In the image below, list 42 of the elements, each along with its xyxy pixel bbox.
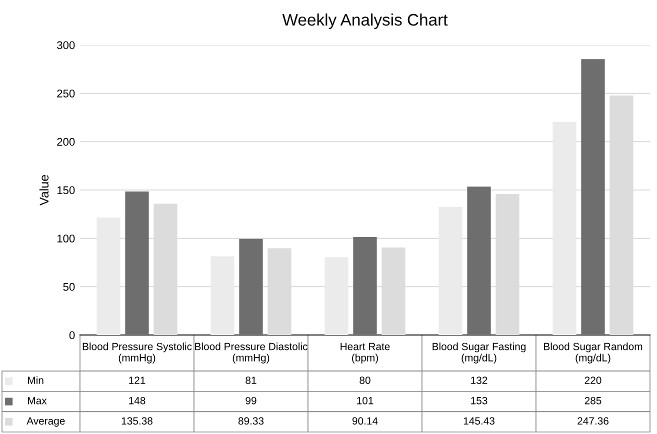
data-label: 148	[129, 396, 146, 404]
data-label: 121	[129, 376, 146, 384]
data-label: 80	[360, 376, 370, 384]
data-label: 101	[357, 396, 374, 404]
legend-label: Max	[28, 397, 47, 404]
y-tick-label: 0	[69, 331, 75, 340]
data-label: 132	[471, 376, 488, 384]
y-tick-label: 50	[63, 282, 75, 291]
y-tick-label: 150	[57, 186, 75, 194]
data-label: 153	[471, 396, 488, 404]
bar	[125, 192, 149, 335]
chart-title: Weekly Analysis Chart	[282, 13, 448, 30]
data-label: 81	[246, 376, 256, 384]
data-label: 145.43	[464, 417, 494, 425]
bar	[353, 236, 377, 335]
x-tick-label: Blood Sugar Random (mg/dL)	[544, 342, 642, 364]
legend-label: Min	[28, 376, 44, 384]
data-label: 135.38	[122, 417, 152, 425]
data-label: 285	[584, 396, 602, 404]
y-tick-label: 100	[57, 234, 75, 242]
data-label: 90.14	[352, 417, 378, 425]
y-tick-label: 300	[57, 41, 75, 50]
data-label: 220	[584, 376, 602, 384]
bar	[438, 206, 462, 335]
bar	[239, 238, 263, 335]
x-tick-label: Blood Pressure Diastolic (mmHg)	[195, 342, 308, 364]
y-tick-label: 200	[57, 138, 75, 146]
x-tick-label: Blood Pressure Systolic (mmHg)	[82, 342, 192, 364]
y-tick-label: 250	[57, 90, 75, 98]
legend-label: Average	[26, 417, 65, 427]
data-label: 247.36	[578, 417, 608, 425]
data-label: 89.33	[238, 417, 264, 425]
bar	[324, 257, 348, 335]
x-tick-label: Blood Sugar Fasting (mg/dL)	[432, 342, 526, 364]
x-tick-label: Heart Rate (bpm)	[340, 342, 390, 364]
bar	[581, 59, 605, 335]
bar	[552, 122, 576, 335]
bar	[210, 256, 234, 335]
bar	[467, 186, 491, 335]
data-label: 99	[246, 396, 256, 404]
y-axis-title: Value	[39, 175, 49, 206]
bar	[96, 218, 120, 335]
